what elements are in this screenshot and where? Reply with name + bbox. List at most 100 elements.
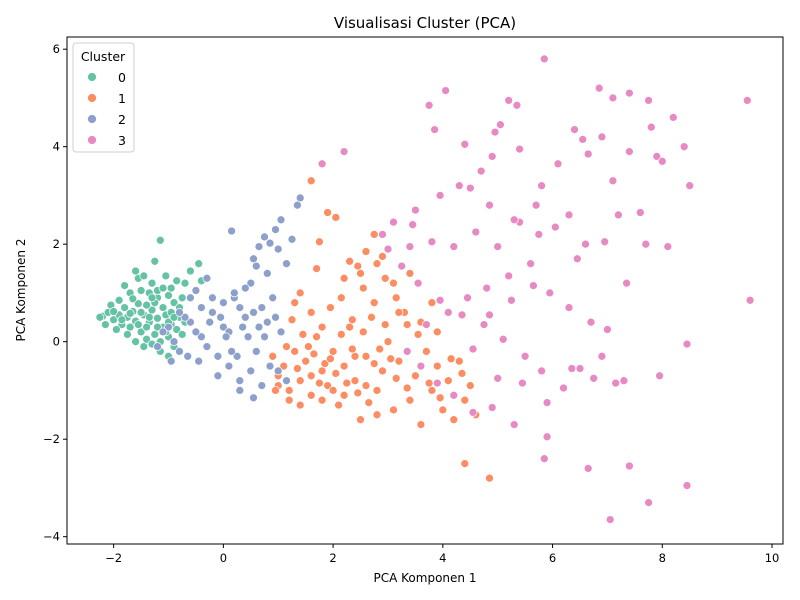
point-cluster-3: [468, 344, 478, 354]
point-cluster-1: [394, 308, 404, 317]
point-cluster-1: [391, 293, 401, 303]
point-cluster-1: [306, 308, 316, 317]
legend-label-cluster-2: 2: [118, 112, 126, 127]
point-cluster-1: [334, 400, 343, 410]
point-cluster-1: [301, 356, 311, 366]
point-cluster-0: [131, 337, 140, 347]
legend-label-cluster-1: 1: [118, 91, 126, 106]
y-tick-label: −2: [43, 432, 60, 446]
point-cluster-2: [186, 293, 195, 303]
point-cluster-0: [120, 281, 129, 290]
point-cluster-3: [411, 205, 420, 215]
point-cluster-3: [608, 176, 618, 186]
point-cluster-3: [402, 347, 412, 356]
y-tick-label: 2: [53, 237, 60, 251]
point-cluster-3: [545, 288, 555, 298]
y-axis-ticks: −4 −2 0 2 4 6: [43, 42, 67, 544]
point-cluster-3: [493, 373, 503, 383]
point-cluster-1: [454, 356, 464, 366]
point-cluster-0: [128, 294, 138, 304]
point-cluster-2: [169, 337, 179, 347]
point-cluster-3: [397, 261, 407, 271]
point-cluster-2: [251, 261, 261, 271]
point-cluster-1: [350, 351, 360, 361]
point-cluster-3: [646, 122, 656, 132]
point-cluster-3: [685, 181, 695, 191]
point-cluster-3: [578, 135, 588, 144]
point-cluster-3: [537, 181, 546, 191]
point-cluster-0: [142, 322, 151, 332]
point-cluster-3: [435, 191, 445, 200]
point-cluster-3: [614, 210, 623, 220]
point-cluster-2: [262, 317, 272, 327]
point-cluster-1: [402, 320, 412, 329]
point-cluster-2: [186, 317, 195, 327]
point-cluster-3: [581, 239, 590, 249]
point-cluster-1: [369, 359, 379, 368]
point-cluster-2: [260, 332, 269, 342]
point-cluster-2: [175, 308, 184, 317]
point-cluster-0: [131, 266, 140, 276]
point-cluster-1: [323, 208, 332, 217]
point-cluster-3: [594, 83, 604, 93]
point-cluster-1: [361, 381, 371, 390]
point-cluster-3: [416, 361, 426, 371]
y-tick-label: 6: [53, 42, 60, 56]
point-cluster-1: [372, 410, 382, 420]
point-cluster-3: [317, 159, 327, 169]
point-cluster-0: [95, 312, 105, 322]
point-cluster-3: [553, 159, 563, 169]
point-cluster-3: [507, 295, 516, 305]
point-cluster-2: [191, 327, 201, 337]
point-cluster-0: [133, 299, 143, 309]
point-cluster-1: [309, 349, 319, 359]
point-cluster-3: [496, 120, 505, 130]
point-cluster-3: [575, 364, 585, 373]
chart-title: Visualisasi Cluster (PCA): [334, 14, 516, 32]
point-cluster-1: [317, 322, 327, 332]
point-cluster-1: [405, 395, 415, 405]
point-cluster-0: [180, 278, 190, 288]
point-cluster-3: [539, 454, 549, 464]
point-cluster-3: [644, 498, 653, 507]
plot-area-frame: [66, 36, 784, 545]
point-cluster-3: [583, 464, 593, 473]
point-cluster-2: [276, 215, 286, 225]
point-cluster-1: [380, 320, 390, 329]
point-cluster-1: [347, 315, 357, 325]
point-cluster-1: [306, 390, 316, 400]
point-cluster-2: [271, 225, 280, 234]
point-cluster-3: [460, 139, 470, 149]
point-cluster-3: [625, 461, 634, 471]
point-cluster-1: [438, 405, 448, 415]
point-cluster-1: [389, 405, 398, 415]
point-cluster-1: [279, 361, 289, 371]
point-cluster-3: [611, 378, 621, 388]
point-cluster-3: [427, 237, 437, 247]
point-cluster-2: [240, 312, 250, 322]
point-cluster-3: [583, 149, 593, 159]
point-cluster-1: [304, 342, 313, 351]
point-cluster-3: [443, 308, 453, 317]
point-cluster-3: [487, 403, 497, 412]
point-cluster-2: [183, 351, 193, 361]
point-cluster-2: [213, 351, 223, 361]
point-cluster-3: [625, 88, 634, 98]
point-cluster-1: [435, 393, 445, 403]
point-cluster-1: [326, 354, 335, 364]
point-cluster-1: [372, 259, 382, 269]
legend: Cluster 0 1 2 3: [72, 42, 135, 153]
point-cluster-1: [424, 378, 434, 388]
point-cluster-3: [668, 113, 678, 122]
point-cluster-3: [424, 100, 434, 110]
point-cluster-3: [539, 54, 549, 64]
point-cluster-0: [114, 295, 124, 305]
point-cluster-2: [251, 347, 261, 356]
point-cluster-1: [446, 354, 456, 364]
point-cluster-0: [147, 278, 157, 288]
point-cluster-2: [219, 322, 228, 332]
point-cluster-0: [166, 283, 176, 293]
point-cluster-1: [339, 361, 349, 371]
point-cluster-1: [336, 330, 346, 339]
point-cluster-0: [155, 235, 165, 245]
